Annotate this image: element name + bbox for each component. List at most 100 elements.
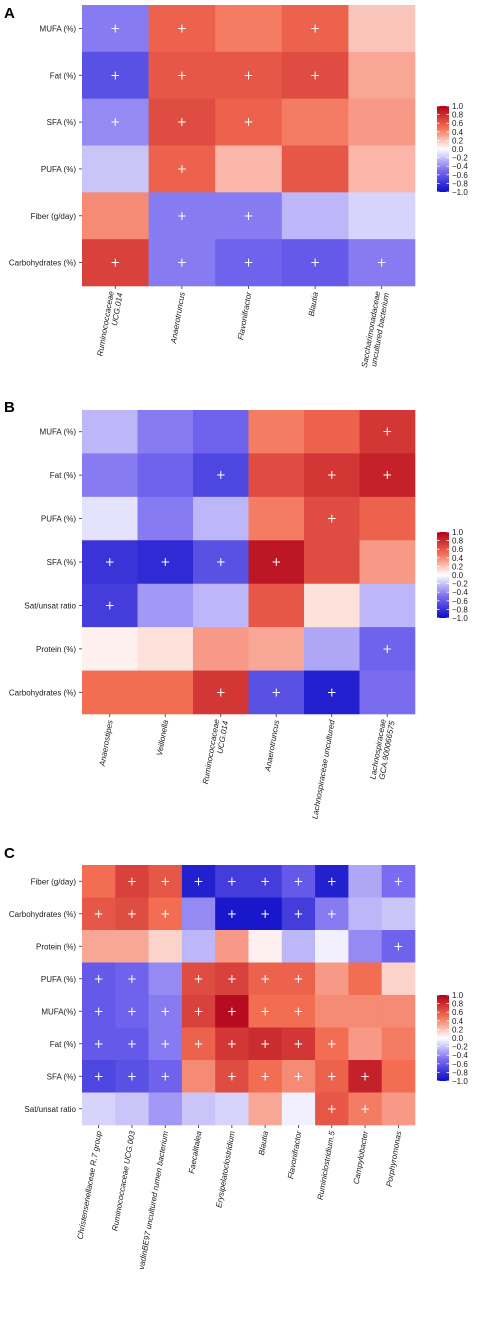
col-label-porphyromonas: Porphyromonas bbox=[385, 1130, 404, 1187]
heatmap-cell bbox=[215, 192, 283, 240]
significance-marker: + bbox=[327, 512, 337, 526]
heatmap-cell bbox=[281, 1027, 316, 1061]
significance-marker: + bbox=[160, 555, 170, 569]
heatmap-cell bbox=[137, 496, 194, 541]
significance-marker: + bbox=[327, 468, 337, 482]
significance-marker: + bbox=[110, 256, 120, 270]
color-legend: 1.00.80.60.40.20.0−0.2−0.4−0.6−0.8−1.0 bbox=[437, 528, 468, 623]
heatmap-cell bbox=[281, 897, 316, 931]
significance-marker: + bbox=[177, 68, 187, 82]
legend-tick-label: −1.0 bbox=[452, 188, 468, 197]
significance-marker: + bbox=[360, 1069, 370, 1083]
significance-marker: + bbox=[110, 115, 120, 129]
heatmap-cell bbox=[215, 98, 283, 146]
heatmap-cell bbox=[248, 995, 283, 1028]
significance-marker: + bbox=[216, 468, 226, 482]
legend-tick-label: −0.6 bbox=[452, 1060, 468, 1069]
legend-tick-label: −0.2 bbox=[452, 154, 468, 163]
heatmap-cell bbox=[248, 1060, 283, 1093]
heatmap-cell bbox=[82, 540, 138, 585]
heatmap-cell bbox=[215, 1027, 249, 1061]
heatmap-cell bbox=[281, 192, 349, 240]
heatmap-cell bbox=[193, 627, 249, 671]
significance-marker: + bbox=[160, 907, 170, 921]
col-label-flavonifractor: Flavonifractor bbox=[236, 291, 253, 341]
heatmap-cell bbox=[215, 1060, 249, 1093]
legend-tick-label: 0.8 bbox=[452, 1000, 464, 1009]
heatmap-cell bbox=[248, 540, 305, 585]
heatmap-cell bbox=[381, 897, 416, 931]
heatmap-cell bbox=[215, 865, 249, 898]
heatmap-cell bbox=[359, 496, 416, 541]
legend-colorbar bbox=[437, 995, 449, 1081]
heatmap-cell bbox=[82, 995, 116, 1028]
legend-tick-label: −1.0 bbox=[452, 1077, 468, 1086]
row-label-fat: Fat (%) bbox=[50, 471, 77, 480]
heatmap-cell bbox=[248, 962, 283, 996]
heatmap-cell bbox=[82, 670, 138, 715]
significance-marker: + bbox=[94, 907, 104, 921]
col-label-christensenellaceae-r-7-group: Christensenellaceae R.7 group bbox=[76, 1130, 104, 1240]
panel-letter: A bbox=[4, 5, 15, 22]
heatmap-cell bbox=[248, 627, 305, 671]
heatmap-cell bbox=[248, 670, 305, 715]
heatmap-cell bbox=[82, 51, 149, 99]
heatmap-cell bbox=[137, 410, 194, 454]
significance-marker: + bbox=[293, 1004, 303, 1018]
significance-marker: + bbox=[243, 115, 253, 129]
heatmap-cell bbox=[82, 627, 138, 671]
col-label-line: Campylobacter bbox=[352, 1130, 370, 1185]
heatmap-cell bbox=[115, 897, 149, 931]
heatmap-cell bbox=[381, 995, 416, 1028]
heatmap-cell bbox=[348, 1060, 382, 1093]
heatmap-cell bbox=[193, 670, 249, 715]
significance-marker: + bbox=[382, 468, 392, 482]
significance-marker: + bbox=[127, 1004, 137, 1018]
heatmap-cell bbox=[304, 453, 360, 498]
heatmap-cell bbox=[248, 1092, 283, 1126]
col-label-line: Lachnospiraceae uncultured bbox=[310, 719, 336, 820]
heatmap-cell bbox=[215, 1092, 249, 1126]
heatmap-cell bbox=[248, 496, 305, 541]
heatmap-cell bbox=[148, 995, 183, 1028]
legend-tick-label: −0.8 bbox=[452, 179, 468, 188]
col-label-anaerotruncus: Anaerotruncus bbox=[169, 291, 187, 345]
heatmap-cell bbox=[315, 995, 349, 1028]
panel-c: C + + + + + + + + + + + + + + + + + + + + + + + + + + + + + + + + + + + + + + +… bbox=[4, 845, 468, 1270]
legend-colorbar bbox=[437, 106, 449, 192]
significance-marker: + bbox=[260, 1004, 270, 1018]
heatmap-cell bbox=[348, 51, 416, 99]
heatmap-cell bbox=[115, 930, 149, 963]
heatmap-cell bbox=[348, 962, 382, 996]
significance-marker: + bbox=[393, 939, 403, 953]
row-label-sat-unsat-ratio: Sat/unsat ratio bbox=[24, 1105, 76, 1114]
heatmap-cell bbox=[304, 670, 360, 715]
legend-tick-label: −0.8 bbox=[452, 605, 468, 614]
significance-marker: + bbox=[271, 685, 281, 699]
heatmap-cell bbox=[381, 1060, 416, 1093]
significance-marker: + bbox=[94, 1069, 104, 1083]
heatmap-cell bbox=[181, 1092, 216, 1126]
heatmap-cell bbox=[148, 962, 183, 996]
heatmap-cell bbox=[359, 453, 416, 498]
heatmap-cell bbox=[148, 192, 216, 240]
significance-marker: + bbox=[260, 907, 270, 921]
col-label-line: Porphyromonas bbox=[385, 1130, 404, 1187]
significance-marker: + bbox=[105, 598, 115, 612]
significance-marker: + bbox=[127, 907, 137, 921]
heatmap-cell bbox=[281, 962, 316, 996]
color-legend: 1.00.80.60.40.20.0−0.2−0.4−0.6−0.8−1.0 bbox=[437, 991, 468, 1086]
significance-marker: + bbox=[110, 68, 120, 82]
heatmap-cell bbox=[359, 540, 416, 585]
heatmap-cell bbox=[148, 239, 216, 287]
heatmap-cell bbox=[248, 583, 305, 628]
significance-marker: + bbox=[160, 874, 170, 888]
col-label-line: Ruminiclostridium.5 bbox=[316, 1130, 337, 1201]
panel-b: B + + + + + + + + + + + + + + MUFA (%) Fat (%) PUFA (%) SF… bbox=[4, 399, 468, 820]
legend-tick-label: 0.8 bbox=[452, 537, 464, 546]
heatmap-cell bbox=[215, 962, 249, 996]
heatmap-cell bbox=[215, 995, 249, 1028]
heatmap-cell bbox=[137, 583, 194, 628]
legend-tick-label: 1.0 bbox=[452, 991, 464, 1000]
